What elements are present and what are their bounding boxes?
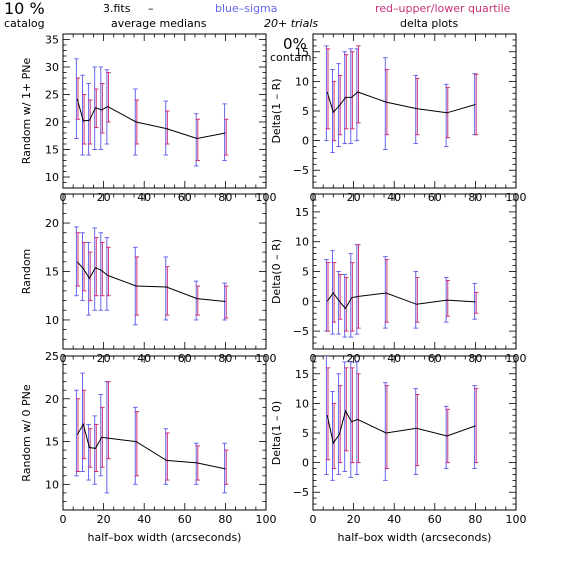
y-tick-label: 30 — [45, 61, 59, 74]
x-tick-label: 0 — [310, 513, 317, 526]
y-axis-label: Delta(1 – 0) — [270, 401, 283, 465]
x-tick-label: 80 — [218, 513, 232, 526]
x-axis-label: half–box width (arcseconds) — [338, 531, 492, 544]
y-tick-label: 20 — [45, 116, 59, 129]
x-tick-label: 0 — [60, 513, 67, 526]
y-tick-label: 15 — [45, 436, 59, 449]
y-tick-label: 10 — [45, 478, 59, 491]
x-tick-label: 100 — [256, 513, 277, 526]
y-tick-label: 10 — [295, 236, 309, 249]
y-tick-label: 5 — [302, 105, 309, 118]
median-line — [76, 261, 226, 302]
y-tick-label: −5 — [293, 325, 309, 338]
data-layer — [74, 226, 229, 326]
contam-label: contam. — [270, 51, 315, 64]
y-tick-label: 15 — [295, 368, 309, 381]
blue-sigma-legend: blue–sigma — [215, 2, 278, 15]
y-tick-label: 0 — [302, 295, 309, 308]
y-tick-label: 35 — [45, 34, 59, 47]
x-tick-label: 20 — [97, 513, 111, 526]
x-tick-label: 60 — [428, 513, 442, 526]
y-tick-label: 10 — [295, 75, 309, 88]
trials-label: 20+ trials — [264, 17, 318, 30]
y-tick-label: 10 — [45, 314, 59, 327]
x-tick-label: 20 — [347, 513, 361, 526]
plot-frame — [312, 33, 517, 189]
x-tick-label: 100 — [506, 513, 527, 526]
plot-frame — [312, 355, 517, 511]
median-line — [326, 91, 476, 114]
y-tick-label: 10 — [295, 397, 309, 410]
dash-label: – — [148, 2, 154, 15]
y-tick-label: 25 — [45, 89, 59, 102]
y-tick-label: 0 — [302, 457, 309, 470]
plot-frame — [62, 355, 267, 511]
average-medians-label: average medians — [111, 17, 207, 30]
data-layer — [74, 372, 229, 494]
y-tick-label: −5 — [293, 164, 309, 177]
median-line — [326, 409, 476, 445]
red-quartile-legend: red–upper/lower quartile — [375, 2, 511, 15]
median-line — [76, 98, 226, 140]
y-tick-label: 5 — [302, 266, 309, 279]
catalog-label: catalog — [4, 17, 45, 30]
data-layer — [324, 356, 479, 481]
x-axis-label: half–box width (arcseconds) — [88, 531, 242, 544]
data-layer — [74, 58, 229, 167]
y-tick-label: 20 — [45, 217, 59, 230]
chart-panel-right-bottom: 0 20 40 60 80 100 −5 0 5 10 15 Delta(1 – 0) half–box… — [270, 355, 527, 544]
y-axis-label: Delta(1 – R) — [270, 78, 283, 143]
y-axis-label: Random — [20, 249, 33, 295]
y-tick-label: 20 — [45, 393, 59, 406]
fits-label: 3.fits — [103, 2, 131, 15]
y-tick-label: 15 — [45, 144, 59, 157]
y-axis-label: Random w/ 1+ PNe — [20, 57, 33, 164]
y-tick-label: −5 — [293, 486, 309, 499]
header: 10 % catalog 3.fits – blue–sigma red–upp… — [4, 0, 511, 64]
y-tick-label: 25 — [45, 350, 59, 363]
y-axis-label: Random w/ 0 PNe — [20, 384, 33, 482]
median-line — [76, 423, 226, 470]
y-tick-label: 15 — [45, 266, 59, 279]
data-layer — [324, 244, 479, 338]
y-tick-label: 5 — [302, 427, 309, 440]
x-tick-label: 40 — [387, 513, 401, 526]
y-axis-label: Delta(0 – R) — [270, 239, 283, 304]
contam-percent-label: 0% — [283, 35, 307, 53]
data-layer — [324, 45, 479, 153]
x-tick-label: 80 — [468, 513, 482, 526]
delta-plots-label: delta plots — [400, 17, 458, 30]
median-line — [326, 292, 476, 310]
chart-panel-left-bottom: 0 20 40 60 80 100 10 15 20 25 Random w/ 0 PNe half–… — [20, 350, 277, 544]
y-tick-label: 15 — [295, 206, 309, 219]
y-tick-label: 0 — [302, 135, 309, 148]
y-tick-label: 10 — [45, 171, 59, 184]
x-tick-label: 60 — [178, 513, 192, 526]
percent-label: 10 % — [4, 0, 45, 18]
y-tick-label: 15 — [295, 46, 309, 59]
x-tick-label: 40 — [137, 513, 151, 526]
